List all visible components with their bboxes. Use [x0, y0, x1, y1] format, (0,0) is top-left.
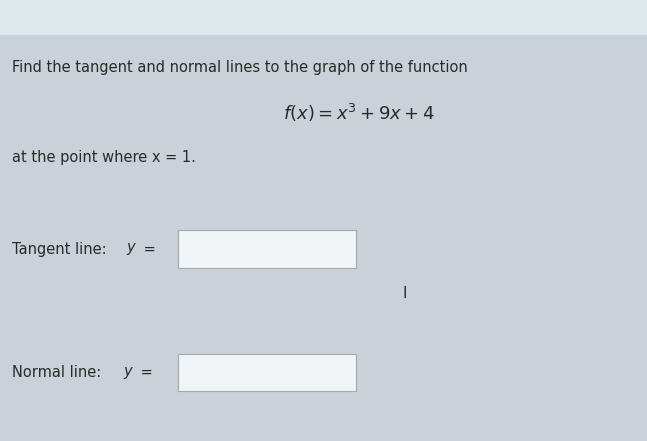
Text: $y$: $y$	[126, 241, 137, 257]
Text: Find the tangent and normal lines to the graph of the function: Find the tangent and normal lines to the…	[12, 60, 467, 75]
Text: $y$: $y$	[123, 365, 134, 381]
Text: at the point where x = 1.: at the point where x = 1.	[12, 150, 195, 165]
Bar	[0, 0, 647, 35]
FancyBboxPatch shape	[178, 230, 356, 268]
Text: I: I	[402, 286, 406, 301]
Text: =: =	[136, 365, 153, 380]
Text: Normal line:: Normal line:	[12, 365, 105, 380]
Text: Tangent line:: Tangent line:	[12, 242, 111, 257]
Text: =: =	[139, 242, 156, 257]
FancyBboxPatch shape	[178, 354, 356, 392]
Text: $f(x) = x^3 + 9x + 4$: $f(x) = x^3 + 9x + 4$	[283, 101, 435, 123]
